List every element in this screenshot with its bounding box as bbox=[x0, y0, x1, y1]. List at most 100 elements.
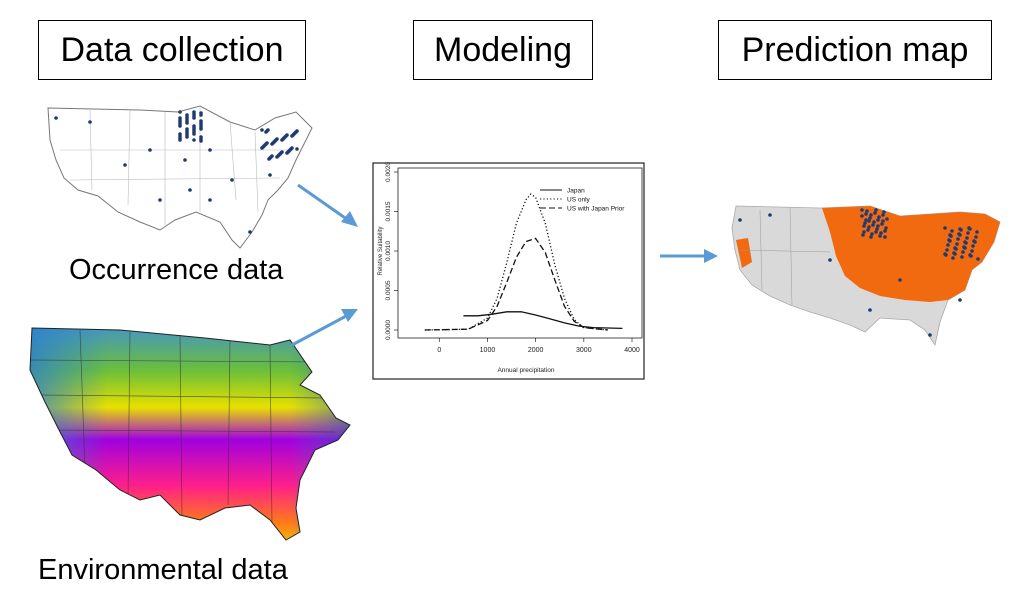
occurrence-dot bbox=[860, 214, 864, 218]
occurrence-dot bbox=[866, 228, 870, 232]
occurrence-dot bbox=[960, 255, 964, 259]
occurrence-dot bbox=[178, 116, 182, 120]
occurrence-dot bbox=[871, 223, 875, 227]
legend-label-1: US only bbox=[567, 197, 591, 204]
occurrence-dot bbox=[275, 155, 279, 159]
occurrence-dot bbox=[948, 233, 952, 237]
occurrence-dot bbox=[183, 158, 187, 162]
series-line-0 bbox=[463, 311, 623, 330]
occurrence-dot bbox=[260, 146, 264, 150]
occurrence-dot bbox=[928, 333, 932, 337]
stage-title-modeling: Modeling bbox=[413, 20, 593, 80]
occurrence-dot bbox=[867, 219, 871, 223]
occurrence-dot bbox=[862, 230, 866, 234]
occurrence-dot bbox=[865, 209, 869, 213]
occurrence-dot bbox=[943, 252, 947, 256]
occurrence-dot bbox=[123, 163, 127, 167]
occurrence-dot bbox=[280, 138, 284, 142]
series-line-1 bbox=[424, 193, 608, 331]
occurrence-dot bbox=[148, 148, 152, 152]
occurrence-dot bbox=[958, 227, 962, 231]
occurrence-dot bbox=[873, 211, 877, 215]
occurrence-dot bbox=[881, 213, 885, 217]
occurrence-dot bbox=[867, 225, 871, 229]
occurrence-dots bbox=[54, 110, 299, 234]
legend-label-0: Japan bbox=[567, 188, 585, 195]
occurrence-dot bbox=[192, 138, 196, 142]
occurrence-dot bbox=[883, 229, 887, 233]
occurrence-dot bbox=[861, 233, 865, 237]
occurrence-dot bbox=[956, 237, 960, 241]
arrow-model-to-prediction bbox=[660, 249, 718, 263]
suitability-chart: 0 1000 2000 3000 4000 0.0000 0.0005 0.0010 0.001… bbox=[378, 162, 643, 374]
occurrence-dot bbox=[953, 246, 957, 250]
occurrence-dot bbox=[872, 220, 876, 224]
occurrence-dot bbox=[260, 128, 264, 132]
occurrence-dot bbox=[185, 113, 189, 117]
occurrence-dot bbox=[961, 250, 965, 254]
occurrence-dot bbox=[966, 231, 970, 235]
occurrence-dot bbox=[874, 230, 878, 234]
occurrence-dot bbox=[270, 142, 274, 146]
arrow-occurrence-to-model bbox=[297, 183, 358, 227]
y-tick-label: 0.0020 bbox=[385, 162, 392, 182]
occurrence-dot bbox=[268, 173, 272, 177]
occurrence-dot bbox=[876, 224, 880, 228]
occurrence-dot bbox=[958, 298, 962, 302]
stage-title-data-collection: Data collection bbox=[38, 20, 306, 80]
plot-area bbox=[397, 167, 643, 339]
occurrence-dot bbox=[864, 218, 868, 222]
occurrence-dot bbox=[178, 132, 182, 136]
occurrence-dot bbox=[158, 198, 162, 202]
occurrence-dot bbox=[962, 245, 966, 249]
occurrence-dot bbox=[968, 253, 972, 257]
occurrence-dot bbox=[178, 110, 182, 114]
x-axis-label: Annual precipitation bbox=[497, 367, 554, 374]
occurrence-dot bbox=[863, 221, 867, 225]
caption-environmental-data: Environmental data bbox=[38, 554, 288, 586]
occurrence-dot bbox=[199, 135, 203, 139]
occurrence-dot bbox=[199, 111, 203, 115]
occurrence-dot bbox=[974, 235, 978, 239]
occurrence-dot bbox=[967, 226, 971, 230]
occurrence-dot bbox=[976, 257, 980, 261]
occurrence-dot bbox=[883, 235, 887, 239]
x-tick-label: 1000 bbox=[480, 347, 496, 354]
occurrence-dot bbox=[885, 217, 889, 221]
occurrence-dot bbox=[884, 226, 888, 230]
occurrence-dot bbox=[951, 256, 955, 260]
occurrence-dot bbox=[864, 212, 868, 216]
y-tick-label: 0.0000 bbox=[385, 320, 392, 340]
occurrence-dot bbox=[295, 147, 299, 151]
x-tick-label: 3000 bbox=[576, 347, 592, 354]
occurrence-dot bbox=[828, 258, 832, 262]
occurrence-dot bbox=[881, 219, 885, 223]
occurrence-dot bbox=[874, 208, 878, 212]
occurrence-dot bbox=[192, 110, 196, 114]
caption-occurrence-data: Occurrence data bbox=[69, 254, 284, 286]
occurrence-dot bbox=[877, 215, 881, 219]
occurrence-dot bbox=[965, 236, 969, 240]
occurrence-dot bbox=[868, 216, 872, 220]
y-tick-label: 0.0010 bbox=[385, 241, 392, 261]
occurrence-dot bbox=[946, 243, 950, 247]
y-tick-label: 0.0015 bbox=[385, 201, 392, 221]
occurrence-dot bbox=[860, 208, 864, 212]
occurrence-dot bbox=[975, 230, 979, 234]
occurrence-dot bbox=[208, 198, 212, 202]
occurrence-dot bbox=[945, 248, 949, 252]
occurrence-dot bbox=[188, 188, 192, 192]
occurrence-dot bbox=[199, 119, 203, 123]
occurrence-dot bbox=[878, 234, 882, 238]
occurrence-dot bbox=[192, 124, 196, 128]
occurrence-dot bbox=[185, 127, 189, 131]
environmental-map bbox=[29, 327, 351, 541]
occurrence-dot bbox=[952, 251, 956, 255]
occurrence-dot bbox=[290, 134, 294, 138]
occurrence-dot bbox=[970, 249, 974, 253]
chart-frame bbox=[372, 162, 645, 380]
occurrence-dot bbox=[971, 244, 975, 248]
occurrence-dot bbox=[898, 278, 902, 282]
occurrence-dot bbox=[963, 240, 967, 244]
